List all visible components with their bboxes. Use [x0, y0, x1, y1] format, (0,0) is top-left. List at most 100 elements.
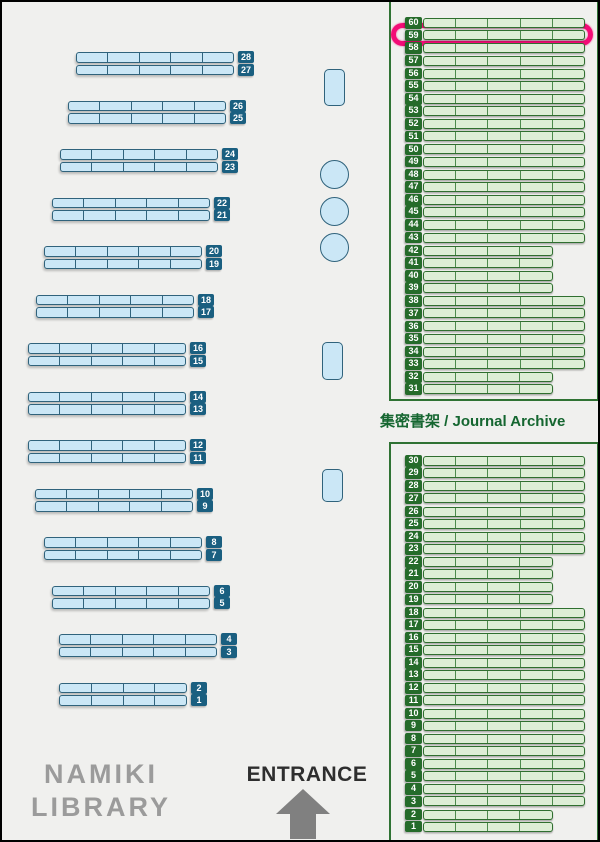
shelf-cell [424, 494, 457, 503]
archive-row-15 [423, 644, 585, 655]
shelf-row-number-36: 36 [405, 320, 422, 333]
shelf-cell [424, 583, 457, 592]
shelf-cell [162, 502, 192, 511]
shelf-cell [424, 81, 457, 90]
shelf-cell [456, 359, 489, 368]
shelf-cell [154, 647, 186, 657]
archive-row-41 [423, 257, 553, 268]
shelf-cell [488, 822, 521, 831]
shelf-cell [456, 309, 489, 318]
shelf-row-5 [52, 598, 210, 609]
shelf-row-number-24: 24 [405, 530, 422, 543]
shelf-cell [187, 150, 217, 159]
shelf-cell [521, 233, 553, 242]
shelf-cell [553, 360, 584, 368]
shelf-cell [488, 94, 521, 103]
shelf-cell [521, 633, 553, 642]
round-table-1 [320, 160, 349, 189]
archive-row-21 [423, 569, 553, 580]
shelf-cell [130, 489, 162, 498]
archive-row-24 [423, 531, 585, 542]
shelf-row-number-15: 15 [405, 644, 422, 656]
shelf-cell [53, 599, 85, 608]
shelf-cell [488, 271, 521, 280]
shelf-cell [488, 760, 521, 768]
shelf-cell [488, 19, 521, 27]
shelf-cell [100, 114, 132, 123]
shelf-row-number-42: 42 [405, 244, 422, 257]
shelf-row-number-9: 9 [405, 719, 422, 732]
shelf-cell [488, 120, 521, 129]
shelf-cell [488, 785, 521, 794]
shelf-row-number-2: 2 [191, 681, 207, 694]
shelf-row-number-33: 33 [405, 358, 422, 370]
shelf-cell [521, 608, 553, 617]
shelf-cell [521, 322, 553, 331]
shelf-cell [76, 538, 108, 547]
shelf-cell [92, 683, 124, 692]
shelf-cell [488, 385, 521, 394]
shelf-cell [488, 132, 521, 141]
shelf-cell [179, 199, 209, 208]
shelf-cell [456, 797, 489, 806]
shelf-cell [69, 101, 101, 110]
shelf-cell [100, 101, 132, 110]
shelf-row-number-34: 34 [405, 345, 422, 358]
shelf-cell [521, 746, 553, 755]
shelf-cell [521, 145, 553, 154]
shelf-cell [553, 57, 584, 65]
shelf-row-12 [28, 440, 186, 451]
shelf-cell [123, 392, 155, 401]
shelf-cell [488, 334, 521, 343]
shelf-row-21 [52, 210, 210, 221]
shelf-cell [521, 772, 553, 781]
shelf-cell [521, 44, 553, 53]
shelf-cell [488, 195, 521, 204]
shelf-row-number-38: 38 [405, 295, 422, 307]
shelf-cell [45, 247, 77, 256]
shelf-cell [123, 356, 155, 366]
shelf-cell [521, 684, 553, 693]
shelf-row-number-28: 28 [238, 51, 254, 63]
shelf-cell [488, 519, 521, 528]
shelf-row-number-6: 6 [214, 584, 230, 597]
shelf-cell [520, 583, 551, 591]
archive-row-45 [423, 207, 585, 218]
shelf-row-number-2: 2 [405, 808, 422, 821]
archive-row-5 [423, 771, 585, 782]
shelf-cell [456, 645, 489, 654]
shelf-row-number-19: 19 [206, 257, 222, 270]
shelf-cell [424, 645, 457, 654]
shelf-cell [521, 69, 553, 78]
shelf-cell [424, 94, 457, 103]
shelf-cell [424, 785, 457, 794]
shelf-cell [124, 150, 156, 159]
archive-row-50 [423, 144, 585, 155]
shelf-cell [520, 373, 551, 381]
shelf-cell [553, 684, 584, 692]
shelf-cell [553, 348, 584, 356]
shelf-cell [488, 494, 521, 503]
shelf-cell [163, 114, 195, 123]
shelf-cell [132, 114, 164, 123]
archive-row-6 [423, 759, 585, 769]
shelf-cell [171, 551, 201, 560]
shelf-cell [424, 734, 457, 743]
shelf-cell [488, 709, 521, 718]
shelf-row-9 [35, 501, 193, 512]
shelf-cell [29, 453, 61, 463]
shelf-cell [162, 490, 192, 499]
shelf-cell [488, 233, 521, 242]
shelf-cell [488, 44, 521, 53]
shelf-cell [520, 385, 551, 393]
shelf-cell [456, 659, 489, 667]
shelf-row-number-19: 19 [405, 593, 422, 606]
shelf-cell [84, 211, 116, 220]
shelf-cell [488, 608, 521, 617]
archive-row-53 [423, 106, 585, 117]
shelf-row-10 [35, 488, 193, 499]
shelf-cell [92, 392, 124, 401]
shelf-cell [424, 469, 457, 478]
shelf-cell [488, 258, 521, 267]
shelf-cell [456, 696, 489, 705]
